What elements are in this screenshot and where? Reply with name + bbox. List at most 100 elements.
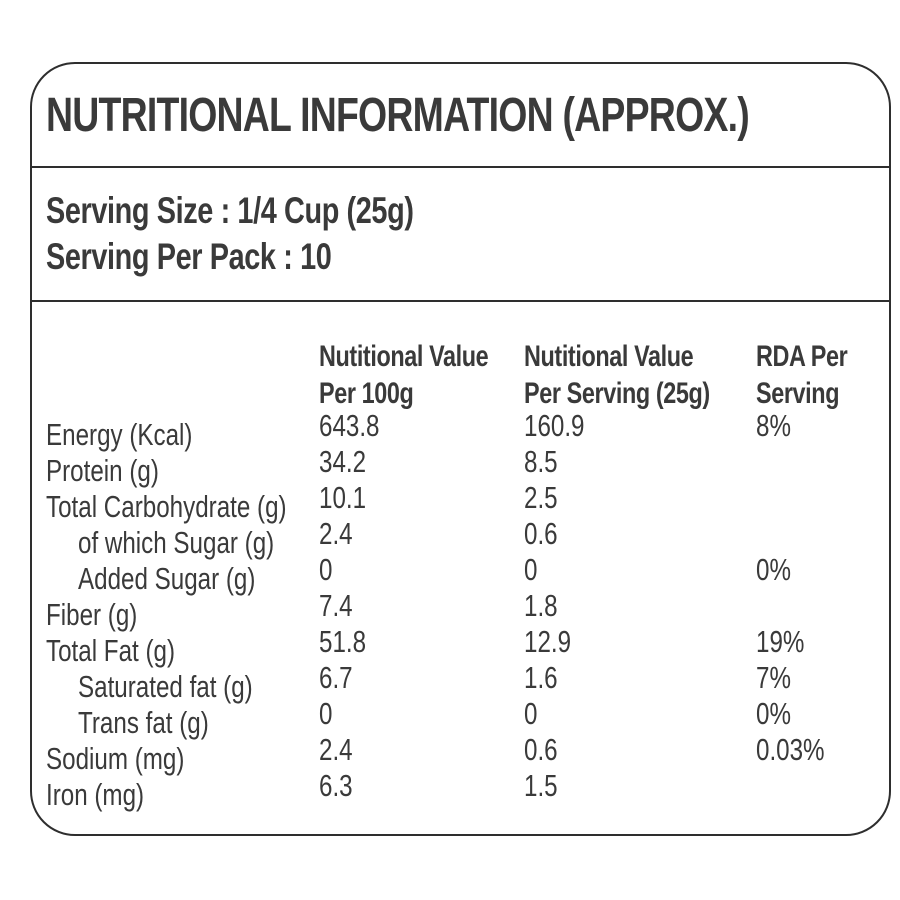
row-label: Saturated fat (g) — [46, 669, 319, 705]
value-rda: 0% — [756, 552, 875, 588]
page-title: NUTRITIONAL INFORMATION (APPROX.) — [46, 88, 900, 143]
value-rda: 19% — [756, 624, 875, 660]
value-per-serving-text: 12.9 — [524, 624, 572, 659]
value-per-serving-text: 0 — [524, 696, 538, 731]
value-per-100g-text: 6.7 — [319, 660, 353, 695]
value-per-serving: 160.9 — [524, 408, 756, 444]
value-per-serving: 0.6 — [524, 516, 756, 552]
row-label-text: Added Sugar (g) — [78, 561, 256, 596]
header-rda: RDA Per Serving — [756, 338, 875, 412]
value-per-serving: 12.9 — [524, 624, 756, 660]
row-label: Added Sugar (g) — [46, 561, 319, 597]
row-label-text: Total Fat (g) — [46, 633, 176, 668]
table-row: Sodium (mg) 2.4 0.6 0.03% — [46, 732, 875, 777]
row-label-text: Protein (g) — [46, 453, 159, 488]
value-per-100g: 51.8 — [319, 624, 524, 660]
value-per-serving-text: 1.6 — [524, 660, 558, 695]
header-per-serving: Nutitional Value Per Serving (25g) — [524, 338, 756, 412]
table-row: Total Fat (g) 51.8 12.9 19% — [46, 624, 875, 669]
value-per-serving: 8.5 — [524, 444, 756, 480]
value-rda — [756, 768, 875, 804]
row-label: Sodium (mg) — [46, 741, 319, 777]
row-label-text: Total Carbohydrate (g) — [46, 489, 287, 524]
value-per-100g-text: 34.2 — [319, 444, 367, 479]
value-per-100g-text: 7.4 — [319, 588, 353, 623]
value-per-100g: 7.4 — [319, 588, 524, 624]
value-per-100g: 0 — [319, 552, 524, 588]
value-rda — [756, 444, 875, 480]
value-per-100g: 2.4 — [319, 732, 524, 768]
table-row: Trans fat (g) 0 0 0% — [46, 696, 875, 741]
table-row: Saturated fat (g) 6.7 1.6 7% — [46, 660, 875, 705]
page-title-text: NUTRITIONAL INFORMATION (APPROX.) — [46, 88, 750, 142]
header-rda-line1: RDA Per — [756, 340, 848, 373]
table-row: Fiber (g) 7.4 1.8 — [46, 588, 875, 633]
value-per-serving-text: 0 — [524, 552, 538, 587]
row-label: of which Sugar (g) — [46, 525, 319, 561]
value-rda-text: 7% — [756, 660, 791, 695]
row-label-text: Fiber (g) — [46, 597, 138, 632]
table-header-row: Nutitional Value Per 100g Nutitional Val… — [46, 338, 875, 412]
value-per-100g: 6.7 — [319, 660, 524, 696]
value-per-serving-text: 0.6 — [524, 732, 558, 767]
value-rda-text: 0% — [756, 696, 791, 731]
value-rda: 0% — [756, 696, 875, 732]
value-per-100g-text: 0 — [319, 552, 333, 587]
header-per-serving-line1: Nutitional Value — [524, 340, 694, 373]
value-rda: 7% — [756, 660, 875, 696]
value-per-serving: 1.8 — [524, 588, 756, 624]
row-label: Fiber (g) — [46, 597, 319, 633]
header-per-100g-line1: Nutitional Value — [319, 340, 489, 373]
row-label: Total Fat (g) — [46, 633, 319, 669]
value-per-100g-text: 10.1 — [319, 480, 367, 515]
value-rda — [756, 516, 875, 552]
table-row: Iron (mg) 6.3 1.5 — [46, 768, 875, 813]
row-label: Trans fat (g) — [46, 705, 319, 741]
value-per-serving-text: 0.6 — [524, 516, 558, 551]
value-rda-text: 0.03% — [756, 732, 825, 767]
value-rda: 0.03% — [756, 732, 875, 768]
row-label: Protein (g) — [46, 453, 319, 489]
title-section: NUTRITIONAL INFORMATION (APPROX.) — [32, 64, 889, 168]
value-rda-text: 8% — [756, 408, 791, 443]
value-rda-text: 0% — [756, 552, 791, 587]
serving-per-pack-text: Serving Per Pack : 10 — [46, 236, 332, 277]
serving-per-pack-line: Serving Per Pack : 10 — [46, 237, 875, 277]
row-label-text: Energy (Kcal) — [46, 417, 193, 452]
value-rda-text: 19% — [756, 624, 805, 659]
serving-section: Serving Size : 1/4 Cup (25g) Serving Per… — [32, 168, 889, 302]
value-per-serving-text: 1.8 — [524, 588, 558, 623]
value-per-serving: 2.5 — [524, 480, 756, 516]
value-per-serving-text: 8.5 — [524, 444, 558, 479]
nutrition-table: Nutitional Value Per 100g Nutitional Val… — [32, 302, 889, 834]
value-per-100g-text: 51.8 — [319, 624, 367, 659]
row-label-text: of which Sugar (g) — [78, 525, 275, 560]
value-per-serving: 0.6 — [524, 732, 756, 768]
value-per-serving: 1.6 — [524, 660, 756, 696]
value-per-100g-text: 2.4 — [319, 732, 353, 767]
table-row: Energy (Kcal) 643.8 160.9 8% — [46, 408, 875, 453]
value-per-100g: 2.4 — [319, 516, 524, 552]
value-per-100g: 643.8 — [319, 408, 524, 444]
value-rda — [756, 480, 875, 516]
table-row: of which Sugar (g) 2.4 0.6 — [46, 516, 875, 561]
value-per-serving: 0 — [524, 552, 756, 588]
header-per-100g: Nutitional Value Per 100g — [319, 338, 524, 412]
value-rda: 8% — [756, 408, 875, 444]
value-per-serving: 1.5 — [524, 768, 756, 804]
value-per-100g: 6.3 — [319, 768, 524, 804]
header-rda-line2: Serving — [756, 377, 840, 410]
row-label: Energy (Kcal) — [46, 417, 319, 453]
row-label-text: Trans fat (g) — [78, 705, 209, 740]
header-per-serving-line2: Per Serving (25g) — [524, 377, 710, 410]
row-label: Total Carbohydrate (g) — [46, 489, 319, 525]
table-row: Protein (g) 34.2 8.5 — [46, 444, 875, 489]
value-per-serving: 0 — [524, 696, 756, 732]
value-per-100g: 34.2 — [319, 444, 524, 480]
table-row: Added Sugar (g) 0 0 0% — [46, 552, 875, 597]
value-per-100g-text: 643.8 — [319, 408, 380, 443]
row-label-text: Sodium (mg) — [46, 741, 185, 776]
value-per-serving-text: 160.9 — [524, 408, 585, 443]
value-per-serving-text: 1.5 — [524, 768, 558, 803]
value-per-100g-text: 2.4 — [319, 516, 353, 551]
